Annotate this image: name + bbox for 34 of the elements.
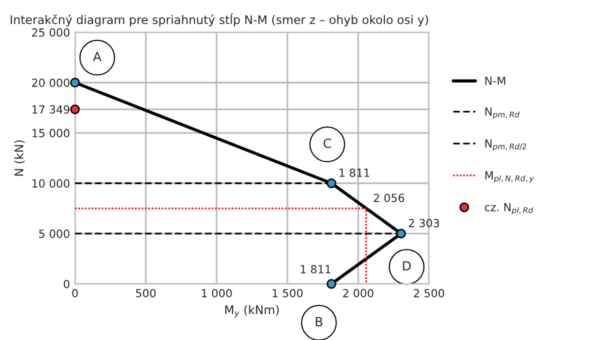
annotation: A (93, 52, 102, 62)
x-tick-label: 2 000 (343, 288, 374, 298)
point (326, 279, 336, 289)
legend-label: cz. N$_{pl,Rd}$ (484, 203, 534, 215)
y-tick-label: 25 000 (32, 28, 70, 37)
x-tick-label: 0 (72, 288, 78, 298)
annotation: 1 811 (300, 265, 330, 274)
annotation: 2 056 (374, 194, 404, 202)
x-tick-label: 1 000 (202, 288, 232, 298)
annotation: D (403, 261, 411, 270)
point (70, 78, 80, 88)
y-tick-label: 10 000 (32, 179, 70, 188)
annotation: B (316, 317, 322, 326)
legend-label: M$_{pl,N,Rd,y}$ (485, 171, 534, 183)
annotation: 1 811 (340, 168, 370, 177)
legend-label: N$_{pm,Rd}$ (485, 107, 520, 119)
point (396, 228, 406, 238)
point (326, 178, 336, 188)
y-tick-label: 15 000 (32, 128, 70, 138)
x-axis-title: M$_{y}$ (kNm) (225, 305, 279, 318)
y-tick-label: 20 000 (32, 78, 70, 87)
point (70, 104, 80, 114)
annotation: C (324, 138, 331, 148)
x-tick-label: 500 (136, 288, 156, 298)
chart-title: Interakčný diagram pre spriahnutý stĺp N-M (smer z – ohyb okolo osi y) (10, 13, 428, 26)
legend-label: N-M (485, 76, 506, 85)
x-tick-label: 2 500 (414, 288, 444, 298)
legend-label: N$_{pm,Rd/2}$ (485, 139, 526, 151)
y-tick-label: 17 349 (32, 105, 70, 114)
annotation: 2 303 (408, 218, 439, 228)
x-tick-label: 1 500 (272, 288, 303, 298)
y-axis-title: N (kN) (14, 140, 25, 176)
y-tick-label: 5 000 (39, 230, 70, 238)
y-tick-label: 0 (64, 280, 70, 288)
